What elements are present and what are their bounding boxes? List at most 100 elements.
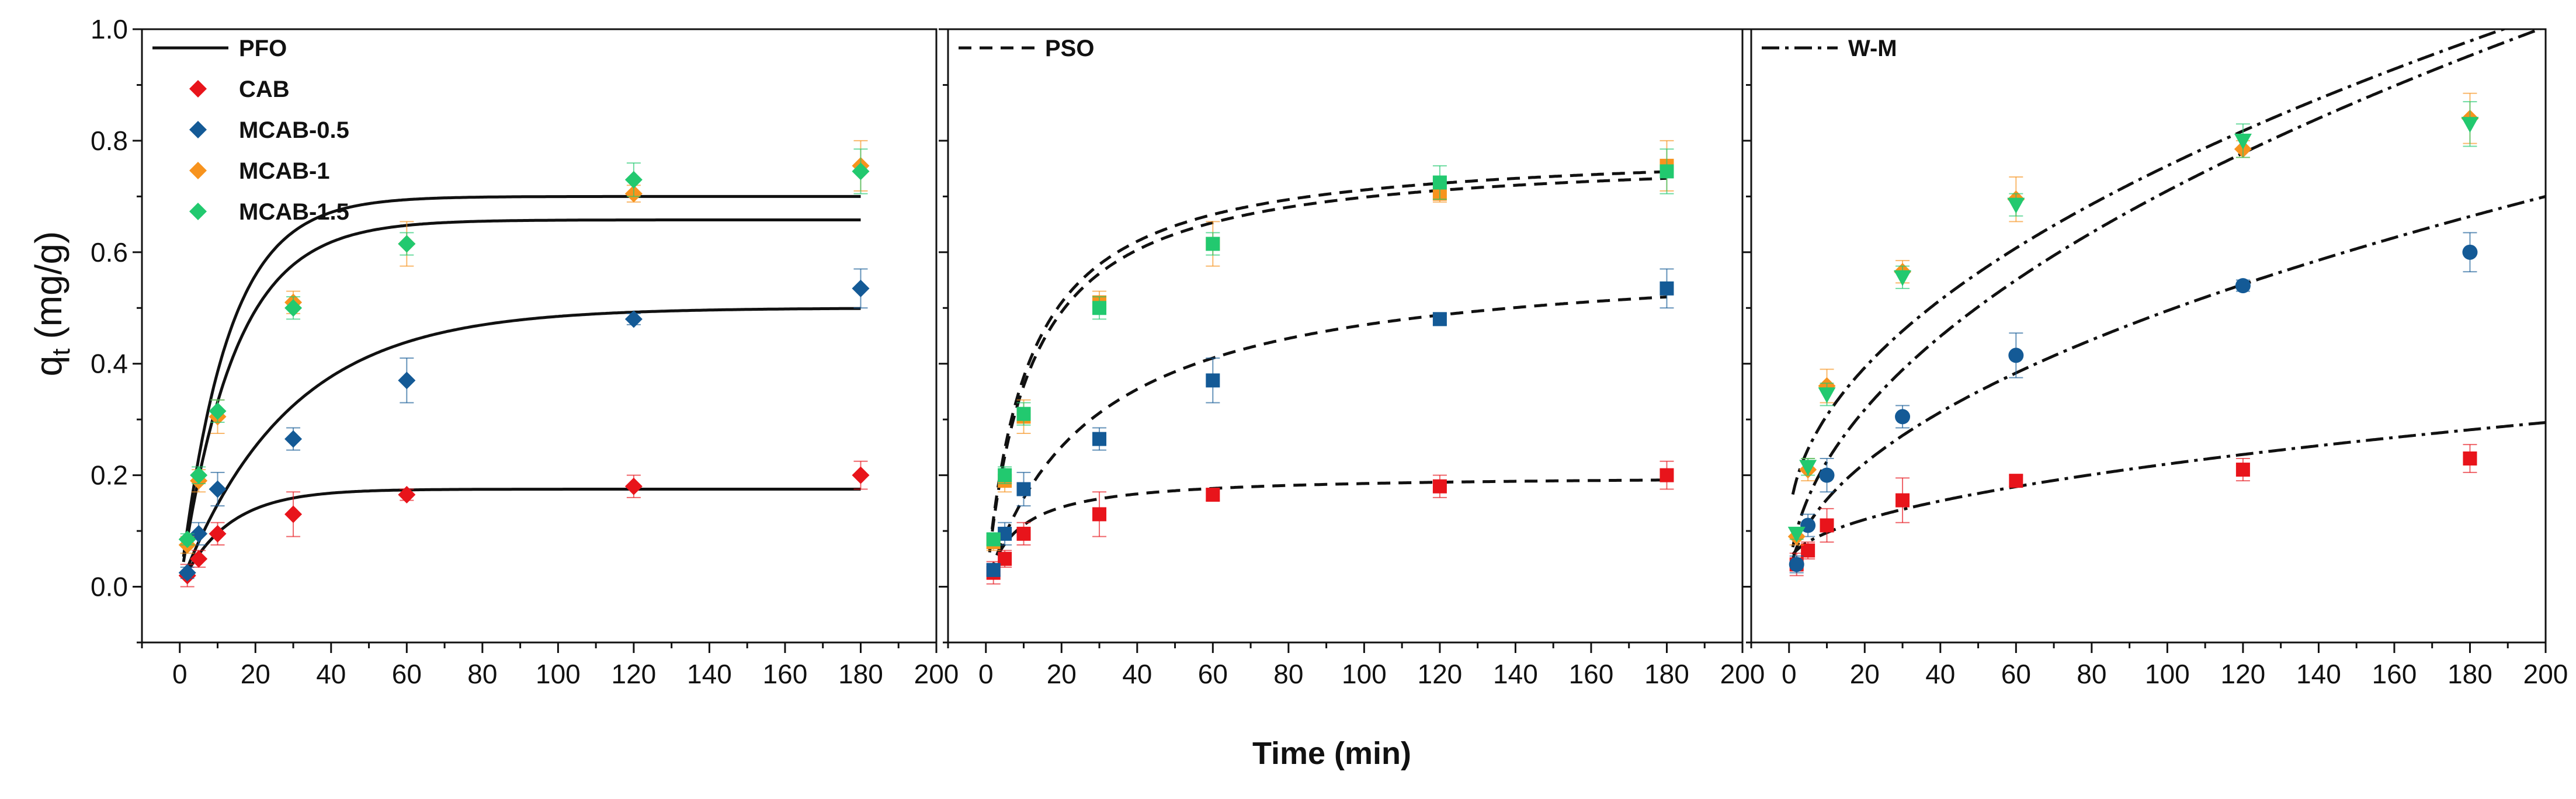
x-tick-label: 140	[1493, 659, 1538, 689]
data-point-cab	[1206, 488, 1220, 502]
plot-area	[1787, 29, 2546, 576]
data-point-mcab-1-5	[398, 235, 416, 253]
data-point-cab	[1895, 493, 1910, 508]
data-point-mcab-1-5	[284, 299, 303, 317]
x-tick-label: 120	[612, 659, 657, 689]
data-point-mcab-1-5	[1092, 301, 1107, 315]
x-tick-label: 200	[2523, 659, 2568, 689]
y-axis-label-subscript: t	[47, 349, 75, 356]
data-point-cab	[1016, 526, 1031, 541]
x-tick-label: 40	[1925, 659, 1955, 689]
data-point-cab	[1432, 479, 1447, 494]
legend-marker-mcab-1-5	[189, 203, 207, 220]
legend-marker-mcab-1	[189, 162, 207, 179]
panel-pso: 0 20 40 60 80 100 120 140 160 180 200 PSO	[939, 28, 1765, 689]
x-tick-label: 20	[1850, 659, 1880, 689]
legend-label-w-m: W-M	[1848, 36, 1897, 61]
data-point-mcab-0-5	[2462, 244, 2478, 260]
data-point-cab	[2009, 474, 2023, 488]
data-point-cab	[624, 477, 643, 495]
data-point-mcab-1-5	[852, 162, 870, 180]
x-tick-label: 60	[2001, 659, 2031, 689]
x-tick-label: 80	[1273, 659, 1303, 689]
fit-line-mcab-1-5	[1791, 29, 2544, 548]
panels-layer: 0 20 40 60 80 100 120 140 160 180 2000.00.20.40.60…	[91, 14, 2568, 689]
data-point-cab	[284, 505, 303, 523]
data-point-mcab-0-5	[1895, 409, 1911, 425]
fit-line-mcab-1-5	[182, 194, 861, 557]
x-tick-label: 100	[536, 659, 581, 689]
y-tick-label: 0.2	[91, 460, 128, 491]
x-tick-label: 120	[1418, 659, 1463, 689]
data-point-mcab-1-5	[1894, 270, 1912, 286]
data-point-mcab-1-5	[190, 466, 208, 484]
x-tick-label: 200	[1720, 659, 1765, 689]
fit-line-cab	[1792, 421, 2546, 555]
data-point-cab	[852, 466, 870, 484]
data-point-cab	[1801, 543, 1815, 558]
data-point-mcab-1-5	[178, 530, 196, 548]
data-point-mcab-1-5	[624, 171, 643, 189]
x-axis-label: Time (min)	[1252, 736, 1411, 771]
data-point-mcab-0-5	[852, 279, 870, 297]
y-tick-label: 0.4	[91, 349, 128, 379]
data-point-mcab-0-5	[1432, 312, 1447, 326]
data-point-mcab-0-5	[1092, 432, 1107, 446]
fit-line-cab	[182, 488, 861, 580]
data-point-mcab-0-5	[1660, 281, 1674, 296]
fit-line-cab	[988, 478, 1667, 575]
data-point-mcab-0-5	[1800, 517, 1816, 533]
legend-label-mcab-1-5: MCAB-1.5	[239, 199, 349, 225]
x-tick-label: 40	[1122, 659, 1152, 689]
x-tick-label: 180	[1644, 659, 1689, 689]
x-tick-label: 0	[978, 659, 994, 689]
y-tick-label: 1.0	[91, 14, 128, 44]
x-tick-label: 100	[2145, 659, 2190, 689]
legend-label-mcab-0-5: MCAB-0.5	[239, 117, 349, 143]
data-point-cab	[2235, 463, 2250, 477]
data-point-mcab-0-5	[178, 564, 196, 582]
fit-line-mcab-1-5	[988, 170, 1667, 550]
data-point-mcab-0-5	[209, 480, 227, 498]
data-point-mcab-1-5	[1787, 526, 1806, 543]
x-tick-label: 200	[914, 659, 959, 689]
data-point-mcab-0-5	[2008, 348, 2024, 363]
data-point-cab	[209, 524, 227, 543]
x-tick-label: 100	[1342, 659, 1387, 689]
data-point-mcab-1-5	[998, 468, 1012, 482]
x-tick-label: 180	[838, 659, 883, 689]
data-point-mcab-0-5	[398, 371, 416, 390]
x-tick-label: 60	[392, 659, 422, 689]
data-point-mcab-1-5	[1799, 460, 1817, 476]
data-point-mcab-1-5	[2007, 197, 2025, 214]
panel-w-m: 0 20 40 60 80 100 120 140 160 180 200 W-M	[1742, 28, 2568, 689]
y-tick-label: 0.8	[91, 126, 128, 156]
data-point-mcab-1-5	[209, 402, 227, 420]
panel-pfo: 0 20 40 60 80 100 120 140 160 180 200 0.0 0.2 0.4 0.6 0…	[91, 14, 959, 689]
legend-label-mcab-1: MCAB-1	[239, 158, 330, 184]
data-point-mcab-0-5	[1206, 373, 1220, 388]
data-point-mcab-0-5	[1819, 467, 1835, 483]
data-point-cab	[2463, 451, 2477, 465]
plot-frame	[141, 28, 938, 644]
x-tick-label: 80	[2077, 659, 2106, 689]
data-point-mcab-1-5	[1432, 175, 1447, 190]
x-tick-label: 180	[2447, 659, 2492, 689]
x-tick-label: 160	[2372, 659, 2417, 689]
fit-line-mcab-0-5	[1791, 194, 2546, 560]
data-point-mcab-1-5	[1660, 164, 1674, 179]
fit-line-mcab-0-5	[182, 307, 861, 578]
x-tick-label: 60	[1198, 659, 1228, 689]
x-tick-label: 160	[1569, 659, 1614, 689]
data-point-cab	[1660, 468, 1674, 482]
data-point-mcab-1-5	[1206, 237, 1220, 251]
fit-line-mcab-0-5	[988, 295, 1667, 576]
x-tick-label: 40	[316, 659, 346, 689]
data-point-mcab-0-5	[1789, 557, 1804, 572]
y-axis-label-symbol: q	[27, 356, 70, 377]
x-tick-label: 20	[241, 659, 270, 689]
legend: PSO	[959, 36, 1094, 61]
x-tick-label: 80	[467, 659, 497, 689]
data-point-mcab-1-5	[1818, 387, 1836, 404]
plot-area	[178, 140, 870, 588]
